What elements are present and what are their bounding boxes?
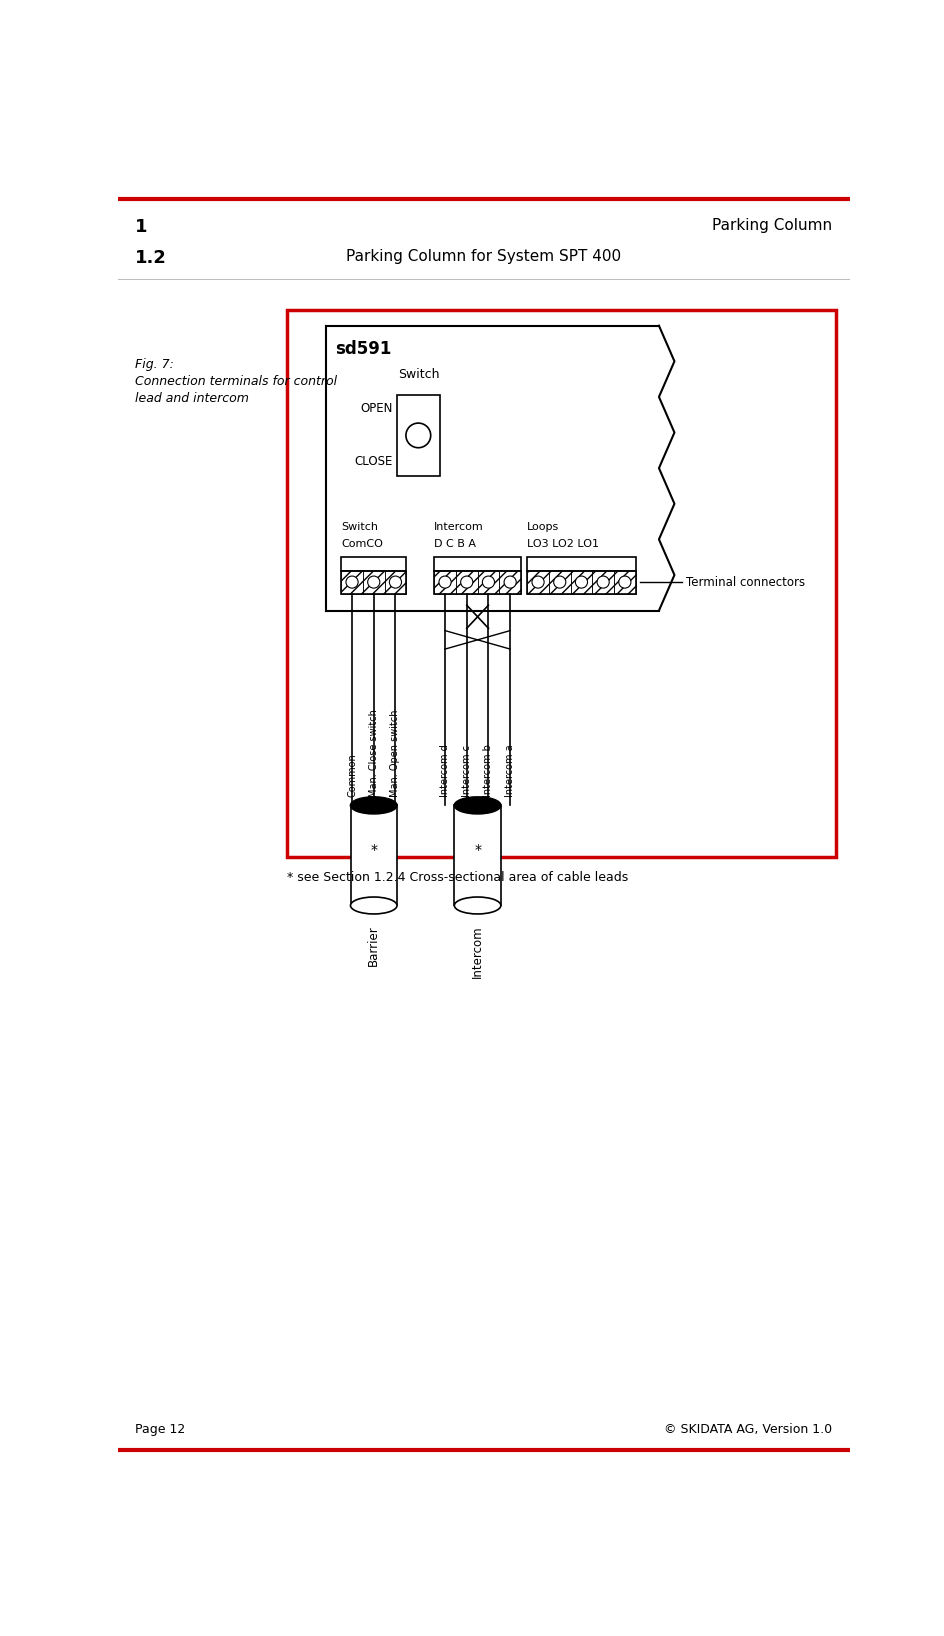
Text: ComCO: ComCO <box>341 538 383 550</box>
Bar <box>384 571 406 594</box>
Circle shape <box>482 576 495 587</box>
Text: sd591: sd591 <box>335 340 392 358</box>
Bar <box>434 571 456 594</box>
Circle shape <box>504 576 516 587</box>
Text: Parking Column: Parking Column <box>713 218 833 232</box>
Bar <box>350 805 397 905</box>
Text: LO3 LO2 LO1: LO3 LO2 LO1 <box>527 538 599 550</box>
Bar <box>570 571 592 594</box>
Bar <box>397 394 440 476</box>
Text: Common: Common <box>347 753 357 797</box>
Text: Intercom: Intercom <box>434 522 484 532</box>
Bar <box>434 571 521 594</box>
Bar <box>548 571 570 594</box>
Circle shape <box>597 576 609 587</box>
Text: Man. Open switch: Man. Open switch <box>391 710 400 797</box>
Bar <box>527 556 635 571</box>
Text: D C B A: D C B A <box>434 538 476 550</box>
Circle shape <box>346 576 358 587</box>
Circle shape <box>554 576 565 587</box>
Text: Loops: Loops <box>527 522 560 532</box>
Circle shape <box>367 576 379 587</box>
Ellipse shape <box>350 897 397 915</box>
Bar <box>592 571 614 594</box>
Ellipse shape <box>454 897 501 915</box>
Text: Intercom c: Intercom c <box>462 744 472 797</box>
Text: Barrier: Barrier <box>367 926 380 967</box>
Text: Intercom: Intercom <box>471 926 484 978</box>
Bar <box>456 571 478 594</box>
Bar <box>527 571 548 594</box>
Bar <box>527 571 635 594</box>
Text: * see Section 1.2.4 Cross-sectional area of cable leads: * see Section 1.2.4 Cross-sectional area… <box>287 870 628 883</box>
Text: Terminal connectors: Terminal connectors <box>686 576 805 589</box>
Text: Page 12: Page 12 <box>135 1423 185 1436</box>
Text: Intercom a: Intercom a <box>505 744 515 797</box>
Ellipse shape <box>350 797 397 813</box>
Circle shape <box>389 576 401 587</box>
Bar <box>341 556 406 571</box>
Text: 1.2: 1.2 <box>135 249 167 267</box>
Text: Intercom b: Intercom b <box>483 744 494 797</box>
Circle shape <box>461 576 473 587</box>
Text: Fig. 7:
Connection terminals for control
lead and intercom: Fig. 7: Connection terminals for control… <box>135 358 337 406</box>
Bar <box>499 571 521 594</box>
Text: © SKIDATA AG, Version 1.0: © SKIDATA AG, Version 1.0 <box>665 1423 833 1436</box>
Text: Man. Close switch: Man. Close switch <box>369 708 379 797</box>
Text: CLOSE: CLOSE <box>355 455 393 468</box>
Bar <box>287 311 835 857</box>
Circle shape <box>406 424 430 448</box>
Text: *: * <box>474 844 481 857</box>
Circle shape <box>576 576 587 587</box>
Bar <box>341 571 362 594</box>
Bar <box>362 571 384 594</box>
Ellipse shape <box>454 797 501 813</box>
Text: Intercom d: Intercom d <box>440 744 450 797</box>
Bar <box>454 805 501 905</box>
Bar <box>434 556 521 571</box>
Text: OPEN: OPEN <box>361 402 393 416</box>
Bar <box>478 571 499 594</box>
Text: Switch: Switch <box>341 522 379 532</box>
Circle shape <box>532 576 544 587</box>
Text: *: * <box>370 844 378 857</box>
Bar <box>341 571 406 594</box>
Circle shape <box>618 576 631 587</box>
Bar <box>614 571 635 594</box>
Text: 1: 1 <box>135 218 147 236</box>
Text: Switch: Switch <box>398 368 440 381</box>
Text: Parking Column for System SPT 400: Parking Column for System SPT 400 <box>346 249 621 263</box>
Circle shape <box>439 576 451 587</box>
